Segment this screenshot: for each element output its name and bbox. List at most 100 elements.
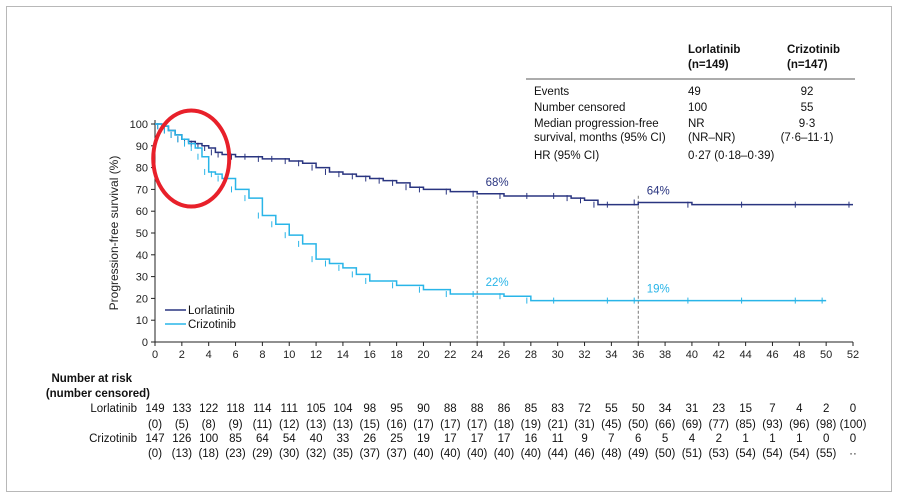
x-tick-label: 42	[713, 349, 725, 361]
risk-value: 17	[471, 433, 484, 445]
risk-value: 0	[850, 403, 856, 415]
risk-value: (16)	[386, 419, 407, 431]
x-tick-label: 16	[364, 349, 376, 361]
risk-value: (12)	[279, 419, 300, 431]
stats-row-label: Number censored	[534, 102, 625, 114]
risk-value: 90	[417, 403, 430, 415]
x-tick-label: 34	[605, 349, 617, 361]
risk-value: (54)	[789, 448, 810, 460]
risk-value: (44)	[547, 448, 568, 460]
risk-value: (9)	[229, 419, 243, 431]
risk-value: (32)	[306, 448, 327, 460]
stats-row-label: survival, months (95% CI)	[534, 132, 666, 144]
risk-value: (21)	[547, 419, 568, 431]
risk-value: 100	[199, 433, 218, 445]
risk-value: (100)	[840, 419, 867, 431]
x-tick-label: 28	[525, 349, 537, 361]
stats-crizotinib-value: (7·6–11·1)	[781, 132, 834, 144]
risk-value: (23)	[225, 448, 246, 460]
risk-subtitle: (number censored)	[46, 388, 150, 400]
risk-value: 2	[823, 403, 829, 415]
risk-value: (46)	[574, 448, 595, 460]
y-tick-label: 40	[136, 250, 148, 262]
risk-value: (66)	[655, 419, 676, 431]
risk-value: (85)	[735, 419, 756, 431]
risk-value: (0)	[148, 448, 162, 460]
stats-header-n: (n=147)	[787, 59, 828, 71]
risk-value: 118	[226, 403, 244, 415]
stats-lorlatinib-value: 49	[688, 86, 701, 98]
risk-value: 4	[689, 433, 696, 445]
risk-value: 111	[280, 403, 297, 415]
highlight-circle-layer	[151, 108, 232, 209]
stats-lorlatinib-value: (NR–NR)	[688, 132, 735, 144]
risk-value: 147	[145, 433, 164, 445]
risk-value: 5	[662, 433, 668, 445]
stats-header: Crizotinib	[787, 44, 840, 56]
risk-value: (40)	[494, 448, 515, 460]
risk-value: (77)	[709, 419, 730, 431]
risk-value: 0	[850, 433, 856, 445]
risk-value: (40)	[440, 448, 461, 460]
annotation-label: 19%	[647, 284, 670, 296]
stats-crizotinib-value: 55	[801, 102, 814, 114]
risk-value: (13)	[333, 419, 354, 431]
series-line-lorlatinib	[155, 123, 853, 206]
risk-value: (45)	[601, 419, 622, 431]
risk-value: 34	[659, 403, 672, 415]
risk-value: 86	[498, 403, 511, 415]
risk-value: (37)	[386, 448, 407, 460]
risk-value: 15	[739, 403, 752, 415]
risk-value: ··	[849, 448, 857, 460]
risk-value: 133	[172, 403, 191, 415]
risk-value: 98	[363, 403, 376, 415]
risk-value: 31	[686, 403, 699, 415]
axes: 0 2 4 6 8 10 12 14 16 18 20 22 24 26 28 30 32 34 36 38 40 42 4…	[107, 119, 859, 361]
risk-value: (96)	[789, 419, 810, 431]
risk-value: (54)	[762, 448, 783, 460]
x-tick-label: 52	[847, 349, 859, 361]
risk-value: (15)	[360, 419, 381, 431]
risk-value: (40)	[413, 448, 434, 460]
figure-frame	[6, 6, 892, 492]
annotation-layer: 68% 64% 22% 19%	[486, 177, 670, 296]
risk-value: (8)	[202, 419, 216, 431]
risk-value: (31)	[574, 419, 595, 431]
risk-value: (17)	[467, 419, 488, 431]
y-tick-label: 90	[136, 141, 148, 153]
risk-value: 85	[524, 403, 537, 415]
risk-value: 40	[310, 433, 323, 445]
y-tick-label: 100	[130, 119, 148, 131]
risk-value: (0)	[148, 419, 162, 431]
stats-row-label: Median progression-free	[534, 118, 659, 130]
risk-value: (37)	[360, 448, 381, 460]
risk-value: (19)	[521, 419, 542, 431]
risk-value: 7	[608, 433, 614, 445]
x-tick-label: 50	[820, 349, 832, 361]
y-tick-label: 70	[136, 184, 148, 196]
risk-value: 2	[716, 433, 722, 445]
risk-value: (13)	[172, 448, 193, 460]
risk-value: (69)	[682, 419, 703, 431]
x-tick-label: 20	[417, 349, 429, 361]
stats-header: Lorlatinib	[688, 44, 740, 56]
risk-value: 23	[712, 403, 725, 415]
x-tick-label: 18	[390, 349, 402, 361]
legend-label: Crizotinib	[188, 319, 236, 331]
x-tick-label: 48	[793, 349, 805, 361]
stats-table: Lorlatinib (n=149) Crizotinib (n=147) Events…	[526, 44, 855, 162]
risk-row-label: Lorlatinib	[90, 403, 137, 415]
risk-row-label: Crizotinib	[89, 433, 137, 445]
annotation-label: 22%	[486, 277, 509, 289]
risk-value: (13)	[306, 419, 327, 431]
x-tick-label: 40	[686, 349, 698, 361]
risk-value: 88	[471, 403, 484, 415]
legend: Lorlatinib Crizotinib	[165, 305, 236, 331]
x-tick-label: 22	[444, 349, 456, 361]
risk-value: (51)	[682, 448, 703, 460]
risk-value: 64	[256, 433, 269, 445]
risk-value: (48)	[601, 448, 622, 460]
risk-value: 26	[363, 433, 376, 445]
risk-value: (55)	[816, 448, 837, 460]
